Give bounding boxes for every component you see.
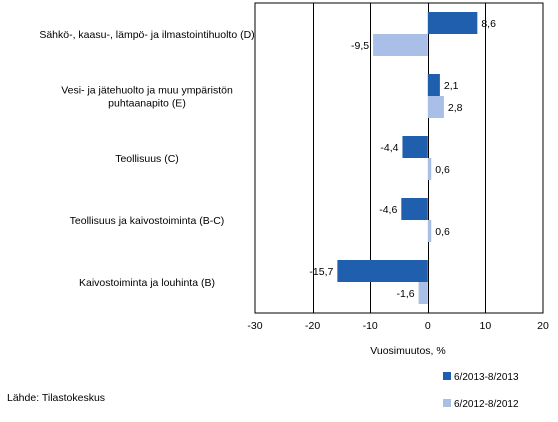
data-label: -4,6 <box>379 204 397 216</box>
x-tick-label: -10 <box>363 320 378 332</box>
data-label: -15,7 <box>309 266 333 278</box>
bar <box>427 12 478 34</box>
bar <box>427 74 440 96</box>
x-tick-label: 10 <box>480 320 492 332</box>
category-labels: Sähkö-, kaasu-, lämpö- ja ilmastointihuo… <box>39 29 254 289</box>
legend-label: 6/2013-8/2013 <box>454 372 519 383</box>
x-tick-label: 0 <box>425 320 431 332</box>
legend: 6/2013-8/2013 6/2012-8/2012 <box>443 372 519 410</box>
data-label: -4,4 <box>380 142 398 154</box>
legend-label: 6/2012-8/2012 <box>454 399 519 410</box>
category-label: Teollisuus ja kaivostoiminta (B-C) <box>70 215 225 227</box>
x-tick-label: 20 <box>537 320 549 332</box>
category-label: Sähkö-, kaasu-, lämpö- ja ilmastointihuo… <box>39 29 254 41</box>
bar <box>402 136 428 158</box>
category-label: Vesi- ja jätehuolto ja muu ympäristön <box>61 85 233 97</box>
data-label: 0,6 <box>435 164 450 176</box>
x-tick-label: -20 <box>305 320 320 332</box>
data-label: -1,6 <box>396 288 414 300</box>
data-label: 0,6 <box>435 226 450 238</box>
data-label: 8,6 <box>481 18 496 30</box>
bar <box>373 34 428 56</box>
plot-area: 8,6 -9,5 2,1 2,8 -4,4 0,6 -4,6 0,6 -15,7 -1,6 <box>254 2 544 314</box>
source-note: Lähde: Tilastokeskus <box>7 392 105 404</box>
category-label: puhtaanapito (E) <box>108 98 186 110</box>
x-tick-label: -30 <box>247 320 262 332</box>
category-label: Kaivostoiminta ja louhinta (B) <box>79 277 215 289</box>
bar <box>427 220 432 242</box>
bar <box>427 158 432 180</box>
data-label: -9,5 <box>351 40 369 52</box>
legend-swatch <box>443 372 451 380</box>
legend-swatch <box>443 399 451 407</box>
x-axis-title: Vuosimuutos, % <box>370 345 445 357</box>
bar <box>427 96 444 118</box>
x-axis-ticks: -30 -20 -10 0 10 20 <box>247 320 549 332</box>
bar <box>418 282 428 304</box>
data-label: 2,1 <box>444 80 459 92</box>
plot-frame <box>254 2 544 314</box>
category-label: Teollisuus (C) <box>115 153 179 165</box>
bar <box>401 198 428 220</box>
bar <box>337 260 428 282</box>
data-label: 2,8 <box>448 102 463 114</box>
